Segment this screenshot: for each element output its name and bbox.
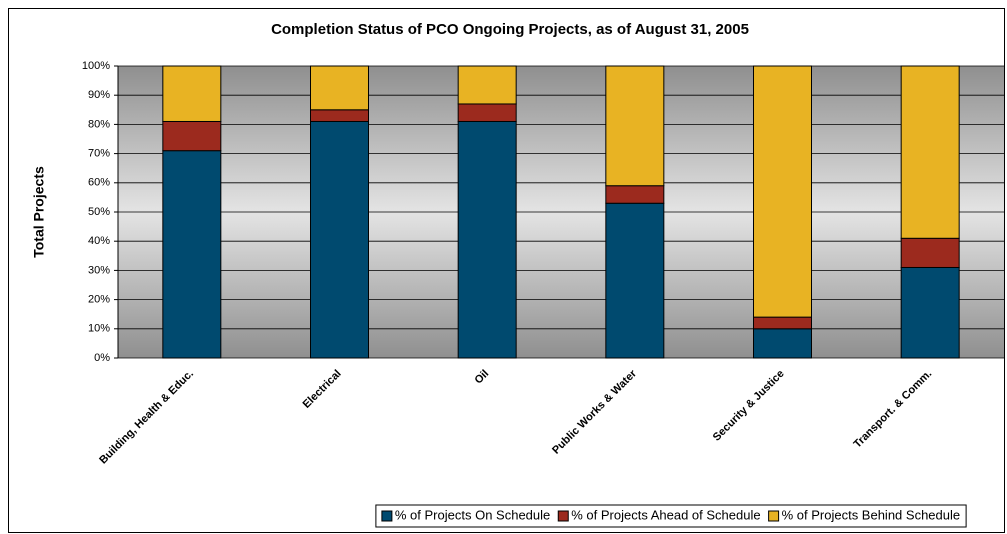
- y-tick-label: 20%: [88, 294, 110, 306]
- bar-segment: [753, 316, 812, 330]
- y-tick-label: 30%: [88, 264, 110, 276]
- bar-segment: [162, 120, 222, 152]
- legend: % of Projects On Schedule % of Projects A…: [375, 504, 967, 528]
- legend-label: % of Projects On Schedule: [395, 507, 550, 522]
- y-tick-label: 70%: [88, 148, 110, 160]
- legend-box: [375, 504, 967, 528]
- bar-segment: [605, 202, 665, 359]
- legend-swatch: [557, 510, 569, 522]
- bar-segment: [310, 65, 369, 111]
- legend-swatch: [381, 510, 393, 522]
- legend-label: % of Projects Behind Schedule: [782, 507, 961, 522]
- y-tick-label: 10%: [88, 323, 110, 335]
- bar-segment: [162, 150, 222, 359]
- bar-segment: [753, 328, 812, 359]
- bar-segment: [310, 120, 369, 359]
- y-tick-label: 80%: [88, 118, 110, 130]
- bar-segment: [457, 65, 517, 105]
- y-tick-label: 40%: [88, 235, 110, 247]
- bar-segment: [900, 266, 960, 359]
- bar-segment: [457, 103, 517, 122]
- y-tick-label: 100%: [82, 60, 110, 72]
- bar-segment: [900, 65, 960, 239]
- bar-segment: [605, 185, 665, 204]
- bar-segment: [310, 109, 369, 122]
- y-axis-label: Total Projects: [31, 166, 47, 258]
- legend-swatch: [768, 510, 780, 522]
- bar-segment: [900, 237, 960, 268]
- bar-segment: [457, 120, 517, 359]
- chart-title: Completion Status of PCO Ongoing Project…: [271, 21, 749, 38]
- legend-label: % of Projects Ahead of Schedule: [571, 507, 760, 522]
- bar-segment: [605, 65, 665, 187]
- y-tick-label: 60%: [88, 177, 110, 189]
- y-tick-label: 50%: [88, 206, 110, 218]
- bar-segment: [753, 65, 812, 318]
- y-tick-label: 90%: [88, 89, 110, 101]
- bar-segment: [162, 65, 222, 122]
- y-tick-label: 0%: [94, 352, 110, 364]
